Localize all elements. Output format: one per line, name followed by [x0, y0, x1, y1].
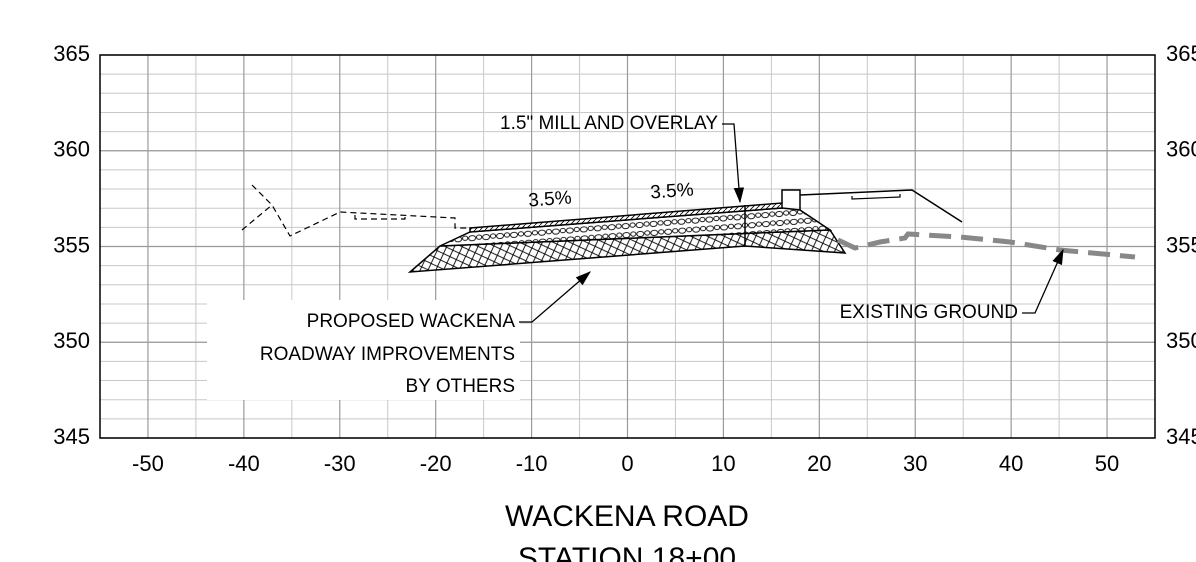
x-tick-label: -20 [420, 451, 452, 476]
x-tick-label: 40 [999, 451, 1023, 476]
leader [519, 271, 591, 323]
y-tick-label: 360 [1166, 137, 1196, 162]
y-tick-label: 355 [1166, 232, 1196, 257]
existing-ground [836, 231, 1136, 260]
y-tick-label: 350 [1166, 328, 1196, 353]
x-tick-label: 30 [903, 451, 927, 476]
y-tick-label: 345 [53, 424, 90, 449]
roadway-section [407, 189, 963, 273]
x-tick-label: -30 [324, 451, 356, 476]
x-tick-label: 10 [711, 451, 735, 476]
x-tick-label: -50 [132, 451, 164, 476]
slope-label: 3.5% [528, 188, 573, 212]
x-tick-label: 20 [807, 451, 831, 476]
y-tick-label: 355 [53, 232, 90, 257]
x-tick-label: 0 [621, 451, 633, 476]
label-mask [207, 300, 520, 400]
subtitle: STATION 18+00 [518, 542, 736, 562]
leader [1022, 248, 1064, 314]
frame [99, 54, 1156, 439]
mill-overlay-label: 1.5" MILL AND OVERLAY [500, 113, 718, 134]
proposed-label: PROPOSED WACKENA [307, 311, 516, 332]
proposed-label: BY OTHERS [406, 376, 515, 397]
y-tick-label: 360 [53, 137, 90, 162]
x-tick-label: -10 [516, 451, 548, 476]
y-tick-label: 350 [53, 328, 90, 353]
proposed-label: ROADWAY IMPROVEMENTS [260, 344, 515, 365]
proposed-improvements [241, 184, 476, 237]
existing-ground-label: EXISTING GROUND [840, 302, 1018, 323]
y-tick-label: 365 [53, 41, 90, 66]
title: WACKENA ROAD [505, 500, 749, 533]
y-tick-label: 365 [1166, 41, 1196, 66]
x-tick-label: -40 [228, 451, 260, 476]
y-tick-label: 345 [1166, 424, 1196, 449]
slope-label: 3.5% [650, 180, 695, 204]
x-tick-label: 50 [1095, 451, 1119, 476]
leader [722, 123, 745, 204]
